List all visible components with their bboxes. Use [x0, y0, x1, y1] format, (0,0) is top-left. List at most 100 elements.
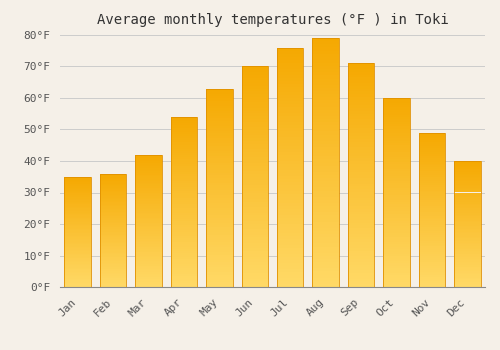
Bar	[348, 164, 374, 167]
Bar	[312, 119, 339, 122]
Bar	[100, 205, 126, 206]
Bar	[277, 137, 303, 140]
Bar	[454, 177, 480, 178]
Bar	[277, 254, 303, 257]
Bar	[136, 161, 162, 163]
Bar	[348, 105, 374, 108]
Bar	[383, 169, 409, 171]
Bar	[383, 273, 409, 275]
Bar	[418, 248, 445, 250]
Bar	[277, 182, 303, 185]
Bar	[170, 206, 197, 208]
Bar	[206, 260, 233, 262]
Bar	[242, 121, 268, 124]
Bar	[277, 278, 303, 281]
Bar	[170, 202, 197, 204]
Bar	[348, 89, 374, 91]
Bar	[383, 174, 409, 176]
Bar	[136, 193, 162, 194]
Bar	[454, 262, 480, 263]
Bar	[454, 230, 480, 232]
Bar	[64, 197, 91, 199]
Bar	[170, 132, 197, 134]
Bar	[383, 133, 409, 136]
Bar	[136, 259, 162, 260]
Bar	[454, 161, 480, 287]
Bar	[100, 247, 126, 249]
Bar	[277, 104, 303, 107]
Bar	[312, 194, 339, 197]
Bar	[242, 144, 268, 146]
Bar	[100, 223, 126, 225]
Bar	[348, 206, 374, 209]
Bar	[136, 204, 162, 206]
Bar	[136, 277, 162, 279]
Bar	[170, 136, 197, 138]
Bar	[64, 182, 91, 184]
Bar	[242, 113, 268, 116]
Bar	[312, 256, 339, 259]
Bar	[277, 161, 303, 164]
Bar	[170, 164, 197, 166]
Bar	[348, 284, 374, 287]
Bar	[136, 175, 162, 176]
Bar	[277, 173, 303, 176]
Bar	[418, 163, 445, 166]
Bar	[206, 141, 233, 143]
Bar	[100, 252, 126, 253]
Bar	[312, 160, 339, 162]
Bar	[170, 236, 197, 238]
Bar	[136, 232, 162, 234]
Bar	[277, 107, 303, 111]
Bar	[206, 223, 233, 225]
Bar	[64, 210, 91, 211]
Bar	[206, 232, 233, 235]
Bar	[170, 266, 197, 268]
Bar	[206, 203, 233, 205]
Bar	[348, 273, 374, 276]
Bar	[312, 107, 339, 110]
Bar	[383, 105, 409, 107]
Bar	[100, 229, 126, 230]
Bar	[100, 194, 126, 195]
Bar	[242, 158, 268, 160]
Bar	[100, 220, 126, 222]
Bar	[418, 202, 445, 204]
Bar	[100, 228, 126, 229]
Bar	[170, 117, 197, 119]
Bar	[64, 229, 91, 231]
Bar	[242, 246, 268, 248]
Bar	[136, 221, 162, 223]
Bar	[64, 239, 91, 240]
Bar	[242, 168, 268, 171]
Bar	[312, 113, 339, 116]
Bar	[170, 174, 197, 176]
Bar	[277, 215, 303, 218]
Bar	[277, 140, 303, 143]
Bar	[242, 265, 268, 268]
Bar	[383, 282, 409, 285]
Bar	[277, 75, 303, 77]
Bar	[64, 217, 91, 218]
Bar	[64, 281, 91, 283]
Bar	[454, 252, 480, 254]
Bar	[277, 63, 303, 65]
Bar	[277, 227, 303, 230]
Bar	[348, 131, 374, 133]
Bar	[348, 75, 374, 77]
Bar	[454, 183, 480, 184]
Bar	[277, 230, 303, 233]
Bar	[277, 191, 303, 194]
Bar	[206, 128, 233, 131]
Bar	[277, 144, 303, 146]
Bar	[454, 260, 480, 262]
Bar	[100, 263, 126, 264]
Bar	[312, 237, 339, 240]
Bar	[383, 209, 409, 211]
Bar	[383, 195, 409, 197]
Bar	[100, 270, 126, 271]
Bar	[312, 138, 339, 141]
Bar	[348, 170, 374, 173]
Bar	[454, 191, 480, 192]
Bar	[454, 221, 480, 223]
